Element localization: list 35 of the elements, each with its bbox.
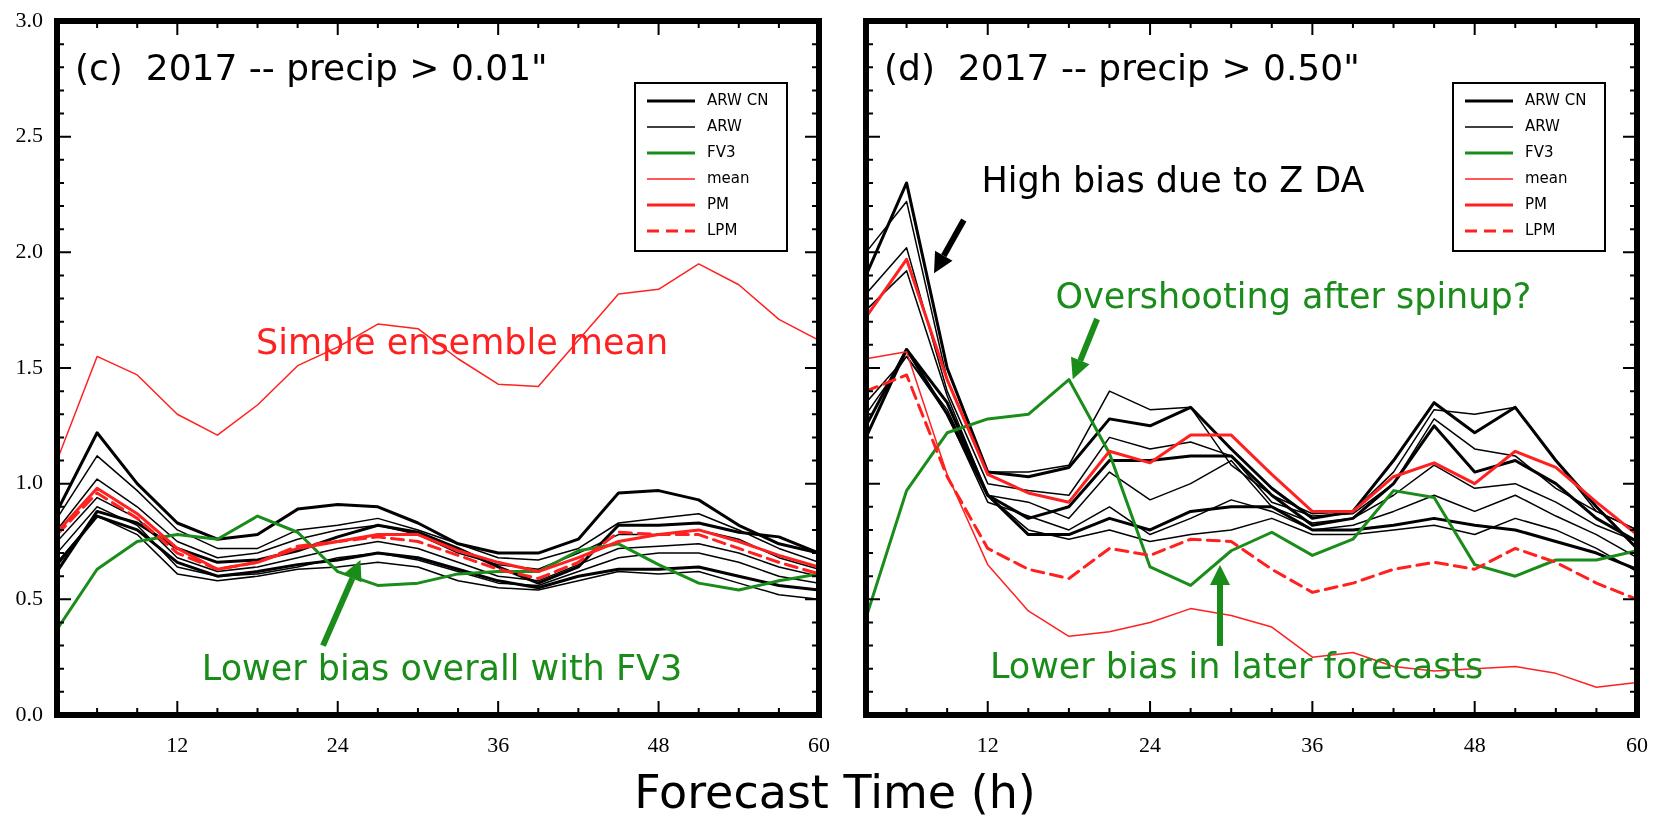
x-tick-label: 36 [487, 731, 510, 757]
x-tick-label: 60 [808, 731, 830, 757]
x-tick-label: 24 [326, 731, 349, 757]
legend-label: LPM [1525, 220, 1556, 239]
legend-label: ARW CN [1525, 90, 1587, 109]
x-tick-label: 12 [976, 731, 999, 757]
text: (c) 2017 -- precip > 0.01" [75, 47, 548, 89]
annotation: High bias due to Z DA [981, 160, 1365, 201]
text: (d) 2017 -- precip > 0.50" [884, 47, 1360, 89]
annotation: Overshooting after spinup? [1055, 275, 1532, 316]
legend-label: ARW CN [707, 90, 769, 109]
y-tick-label: 2.0 [15, 238, 43, 264]
legend-label: LPM [707, 220, 738, 239]
x-axis-title: Forecast Time (h) [633, 765, 1037, 819]
y-tick-label: 0.0 [15, 700, 43, 726]
legend-label: FV3 [707, 142, 736, 161]
y-tick-label: 1.0 [15, 469, 43, 495]
x-tick-label: 36 [1301, 731, 1324, 757]
x-tick-label: 48 [647, 731, 670, 757]
y-tick-label: 3.0 [15, 6, 43, 32]
y-tick-label: 0.5 [15, 585, 43, 611]
x-tick-label: 48 [1463, 731, 1486, 757]
legend-label: PM [1525, 194, 1547, 213]
x-tick-label: 24 [1139, 731, 1162, 757]
annotation: Lower bias overall with FV3 [201, 648, 683, 689]
x-tick-label: 60 [1626, 731, 1648, 757]
legend-label: ARW [1525, 116, 1561, 135]
x-tick-label: 12 [166, 731, 189, 757]
legend-label: ARW [707, 116, 743, 135]
y-tick-label: 1.5 [15, 353, 43, 379]
legend-label: mean [1525, 168, 1568, 187]
y-tick-label: 2.5 [15, 122, 43, 148]
legend-label: PM [707, 194, 729, 213]
legend-label: FV3 [1525, 142, 1554, 161]
legend-label: mean [707, 168, 750, 187]
